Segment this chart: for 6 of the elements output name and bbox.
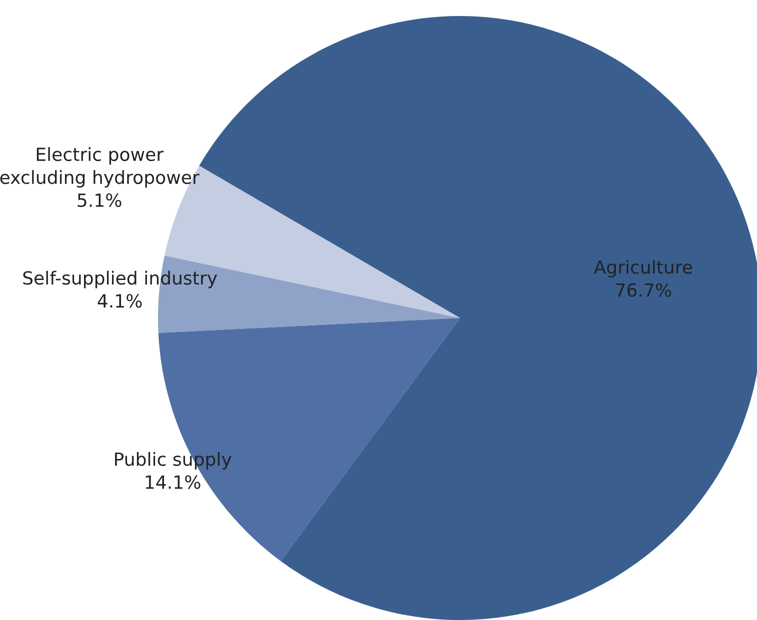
data-label: 14.1% <box>146 475 200 489</box>
data-label: 76.7% <box>616 283 672 297</box>
slice-label: Electric power excluding hydropower <box>0 147 200 188</box>
slice-label: Agriculture <box>594 260 692 278</box>
data-label: 4.1% <box>98 294 142 308</box>
data-label: 5.1% <box>78 193 122 208</box>
